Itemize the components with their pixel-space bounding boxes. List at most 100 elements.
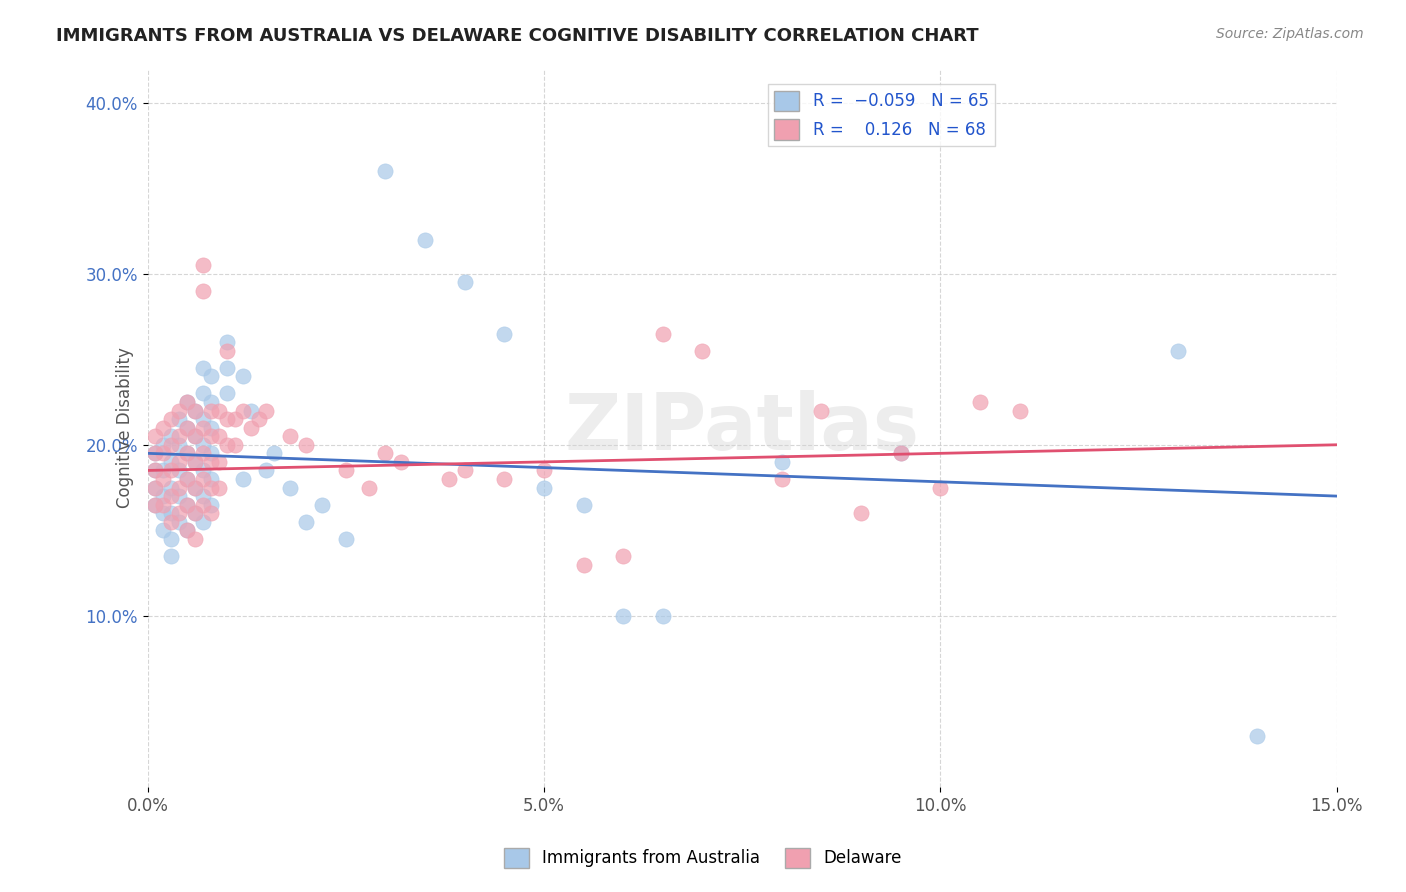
Point	[437, 472, 460, 486]
Point	[200, 481, 222, 495]
Point	[208, 481, 231, 495]
Point	[167, 438, 190, 452]
Point	[810, 403, 832, 417]
Point	[200, 498, 222, 512]
Point	[224, 438, 246, 452]
Point	[1246, 729, 1268, 743]
Point	[200, 403, 222, 417]
Point	[191, 258, 214, 272]
Point	[191, 489, 214, 503]
Point	[208, 403, 231, 417]
Point	[152, 463, 174, 477]
Point	[890, 446, 912, 460]
Point	[929, 481, 952, 495]
Point	[1167, 343, 1189, 358]
Point	[152, 524, 174, 538]
Point	[184, 455, 207, 469]
Point	[184, 403, 207, 417]
Point	[533, 463, 555, 477]
Point	[176, 524, 198, 538]
Point	[191, 360, 214, 375]
Point	[215, 360, 238, 375]
Point	[208, 455, 231, 469]
Point	[167, 429, 190, 443]
Point	[160, 532, 183, 546]
Point	[612, 608, 634, 623]
Point	[200, 369, 222, 384]
Point	[184, 429, 207, 443]
Point	[160, 438, 183, 452]
Text: Source: ZipAtlas.com: Source: ZipAtlas.com	[1216, 27, 1364, 41]
Point	[969, 395, 991, 409]
Point	[167, 463, 190, 477]
Point	[247, 412, 270, 426]
Point	[215, 412, 238, 426]
Point	[184, 506, 207, 520]
Point	[200, 429, 222, 443]
Point	[184, 455, 207, 469]
Point	[184, 532, 207, 546]
Point	[278, 481, 301, 495]
Point	[176, 498, 198, 512]
Point	[533, 481, 555, 495]
Point	[453, 275, 475, 289]
Point	[167, 489, 190, 503]
Point	[176, 395, 198, 409]
Point	[232, 403, 254, 417]
Point	[145, 446, 167, 460]
Point	[254, 463, 277, 477]
Point	[215, 386, 238, 401]
Point	[145, 498, 167, 512]
Point	[176, 446, 198, 460]
Point	[651, 326, 673, 341]
Point	[145, 429, 167, 443]
Point	[145, 481, 167, 495]
Point	[239, 420, 262, 434]
Point	[167, 455, 190, 469]
Point	[612, 549, 634, 563]
Point	[374, 164, 396, 178]
Point	[191, 420, 214, 434]
Point	[191, 412, 214, 426]
Point	[191, 386, 214, 401]
Point	[160, 463, 183, 477]
Point	[184, 506, 207, 520]
Point	[160, 455, 183, 469]
Point	[278, 429, 301, 443]
Point	[239, 403, 262, 417]
Point	[335, 532, 357, 546]
Point	[191, 446, 214, 460]
Point	[191, 498, 214, 512]
Point	[651, 608, 673, 623]
Y-axis label: Cognitive Disability: Cognitive Disability	[115, 347, 134, 508]
Point	[770, 472, 793, 486]
Point	[572, 498, 595, 512]
Point	[200, 455, 222, 469]
Point	[770, 455, 793, 469]
Point	[152, 506, 174, 520]
Point	[359, 481, 381, 495]
Legend: Immigrants from Australia, Delaware: Immigrants from Australia, Delaware	[498, 841, 908, 875]
Point	[160, 429, 183, 443]
Point	[176, 472, 198, 486]
Point	[200, 472, 222, 486]
Point	[200, 420, 222, 434]
Point	[208, 429, 231, 443]
Point	[167, 515, 190, 529]
Point	[200, 506, 222, 520]
Point	[335, 463, 357, 477]
Point	[389, 455, 412, 469]
Point	[160, 506, 183, 520]
Point	[167, 481, 190, 495]
Point	[176, 446, 198, 460]
Point	[295, 438, 318, 452]
Point	[494, 326, 516, 341]
Point	[191, 284, 214, 298]
Point	[184, 481, 207, 495]
Point	[145, 463, 167, 477]
Point	[176, 524, 198, 538]
Point	[176, 498, 198, 512]
Point	[295, 515, 318, 529]
Point	[692, 343, 714, 358]
Text: IMMIGRANTS FROM AUSTRALIA VS DELAWARE COGNITIVE DISABILITY CORRELATION CHART: IMMIGRANTS FROM AUSTRALIA VS DELAWARE CO…	[56, 27, 979, 45]
